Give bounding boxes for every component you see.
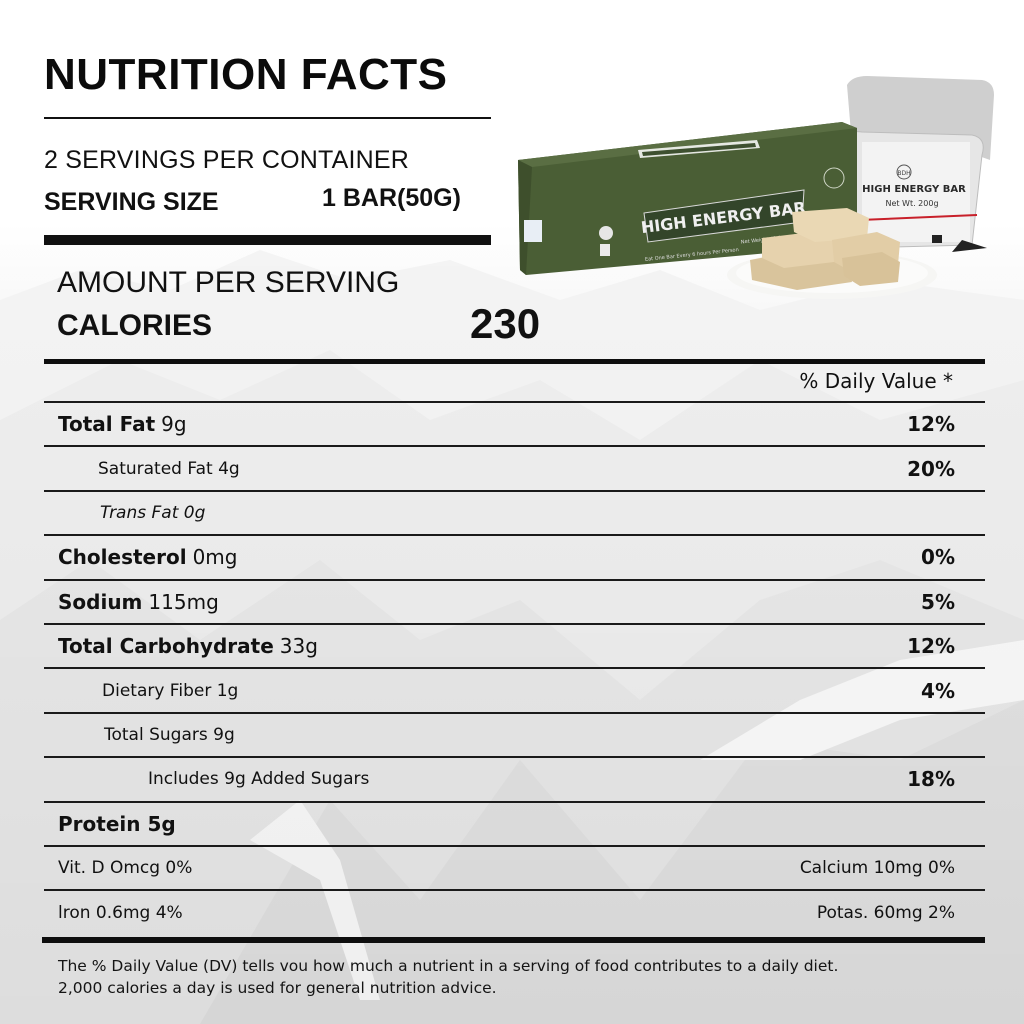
nutrient-name: Protein 5g [58,811,176,836]
mineral-left: lron 0.6mg 4% [58,903,183,924]
nutrient-amount: 0mg [192,545,238,570]
mineral-right: Calcium 10mg 0% [799,858,955,879]
svg-text:Net Wt. 200g: Net Wt. 200g [885,199,938,208]
footnote-line-1: The % Daily Value (DV) tells vou how muc… [58,957,839,975]
serving-size-value: 1 BAR(50G) [322,184,461,212]
nutrient-dv: 12% [907,412,955,437]
green-tin: HIGH ENERGY BAR Eat One Bar Every 6 hour… [518,122,857,275]
nutrient-name: Total Sugars 9g [104,724,235,745]
nutrient-amount: 115mg [148,589,219,614]
mineral-row: lron 0.6mg 4% Potas. 60mg 2% [44,891,985,935]
table-bottom-divider [42,937,985,943]
nutrient-dv: 12% [907,634,955,659]
nutrient-amount: 9g [161,412,187,437]
table-row: Dietary Fiber 1g 4% [44,669,985,714]
title-divider [44,117,491,119]
nutrient-name: Includes 9g Added Sugars [148,769,370,790]
serving-divider [44,235,491,245]
table-top-divider [44,359,985,364]
plate-with-bars [727,208,937,299]
calories-label: CALORIES [57,309,213,342]
table-row: Total Sugars 9g [44,714,985,759]
nutrient-table: % Daily Value * Total Fat 9g 12% Saturate… [44,361,985,936]
table-row: Total Carbohydrate 33g 12% [44,625,985,670]
foil-pouch: BDH HIGH ENERGY BAR Net Wt. 200g [841,76,994,252]
nutrient-dv: 0% [921,545,955,570]
nutrient-name: Sodium [58,589,143,614]
product-image: BDH HIGH ENERGY BAR Net Wt. 200g HIGH EN… [518,76,994,299]
footnote-line-2: 2,000 calories a day is used for general… [58,979,497,997]
nutrient-name: Saturated Fat 4g [98,458,240,479]
daily-value-header: % Daily Value * [799,369,953,393]
mineral-right: Potas. 60mg 2% [816,903,955,924]
nutrient-dv: 5% [921,589,955,614]
nutrient-dv: 4% [921,678,955,703]
table-row: Includes 9g Added Sugars 18% [44,758,985,803]
serving-size-label: SERVING SIZE [44,188,219,216]
svg-text:BDH: BDH [897,170,910,177]
nutrient-name: Cholesterol [58,545,187,570]
nutrient-name: Trans Fat 0g [100,502,206,523]
servings-per-container: 2 SERVINGS PER CONTAINER [44,146,410,174]
nutrient-dv: 20% [907,456,955,481]
daily-value-header-row: % Daily Value * [44,361,985,403]
table-row: Sodium 115mg 5% [44,581,985,625]
nutrient-name: Total Fat [58,412,156,437]
calories-value: 230 [470,300,541,347]
amount-per-serving-label: AMOUNT PER SERVING [57,266,400,299]
table-row: Total Fat 9g 12% [44,403,985,448]
mineral-row: Vit. D Omcg 0% Calcium 10mg 0% [44,847,985,892]
table-row: Cholesterol 0mg 0% [44,536,985,581]
table-row: Trans Fat 0g [44,492,985,537]
table-row: Protein 5g [44,803,985,847]
nutrient-amount: 33g [279,634,318,659]
daily-value-footnote: The % Daily Value (DV) tells vou how muc… [58,955,978,999]
nutrient-dv: 18% [907,767,955,792]
mineral-left: Vit. D Omcg 0% [58,858,193,879]
svg-text:HIGH ENERGY BAR: HIGH ENERGY BAR [862,184,966,195]
nutrient-name: Total Carbohydrate [58,634,274,659]
nutrient-name: Dietary Fiber 1g [102,680,239,701]
table-row: Saturated Fat 4g 20% [44,447,985,492]
page-title: NUTRITION FACTS [44,50,448,99]
